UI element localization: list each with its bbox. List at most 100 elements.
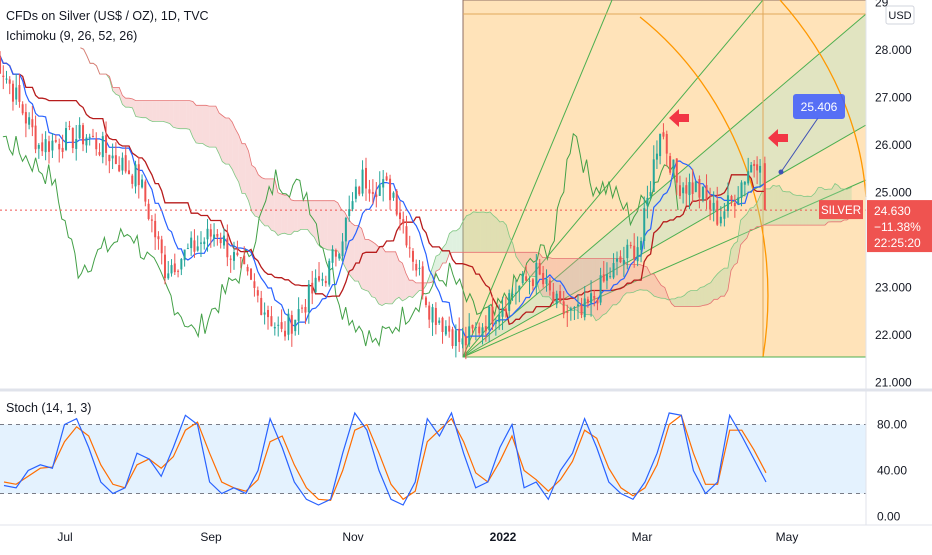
ichimoku-cloud-segment: [179, 100, 184, 129]
candle-body: [525, 276, 528, 281]
ichimoku-cloud-segment: [463, 215, 467, 253]
candle-body: [405, 226, 408, 246]
candle-body: [203, 241, 206, 245]
candle-body: [44, 139, 47, 153]
ichimoku-cloud-segment: [576, 258, 580, 313]
candle-body: [508, 293, 511, 311]
ichimoku-cloud-segment: [156, 100, 160, 122]
candle-body: [552, 291, 555, 302]
ichimoku-cloud-segment: [629, 264, 634, 293]
price-callout[interactable]: 25.406: [778, 94, 846, 175]
annotation-layer[interactable]: 25.406: [0, 94, 866, 211]
ichimoku-cloud-segment: [804, 196, 808, 226]
candle-body: [206, 228, 209, 240]
candle-body: [311, 282, 314, 294]
candle-body: [324, 280, 327, 284]
gann-arc[interactable]: [639, 16, 769, 358]
candle-body: [468, 326, 471, 345]
candle-body: [521, 273, 524, 284]
gann-fan-line[interactable]: [462, 0, 613, 358]
candle-body: [141, 179, 144, 188]
ichimoku-cloud-segment: [304, 200, 308, 230]
ichimoku-cloud-segment: [212, 106, 216, 148]
last-price-change: −11.38%: [874, 220, 921, 234]
candle-body: [464, 335, 467, 346]
ichimoku-cloud-segment: [228, 118, 233, 170]
candle-body: [659, 133, 662, 157]
candle-body: [382, 179, 385, 188]
ichimoku-cloud-segment: [532, 252, 537, 277]
ichimoku-cloud-segment: [281, 193, 285, 234]
stoch-d-line: [3, 414, 767, 502]
candle-body: [246, 266, 249, 272]
gann-fan-layer[interactable]: [462, 0, 867, 358]
ichimoku-legend[interactable]: Ichimoku (9, 26, 52, 26): [6, 29, 138, 43]
candle-body: [105, 135, 108, 153]
gann-fan-line[interactable]: [462, 179, 867, 358]
candle-body: [354, 186, 357, 199]
last-price-tag[interactable]: SILVER 24.630 −11.38% 22:25:20: [819, 200, 932, 253]
candle-body: [170, 265, 173, 274]
candle-body: [548, 280, 551, 291]
ichimoku-cloud-segment: [595, 258, 600, 321]
red-arrow-icon[interactable]: [768, 129, 788, 147]
ichimoku-cloud-segment: [480, 212, 484, 253]
candle-body: [216, 233, 219, 237]
candle-body: [41, 142, 44, 152]
price-tick-label: 25.000: [875, 186, 912, 200]
candle-body: [562, 301, 565, 315]
candle-body: [31, 119, 34, 128]
ichimoku-cloud-segment: [378, 246, 383, 306]
ichimoku-cloud-segment: [710, 277, 715, 303]
stoch-legend[interactable]: Stoch (14, 1, 3): [6, 401, 92, 415]
candle-body: [411, 250, 414, 262]
candle-body: [213, 234, 216, 239]
candle-body: [68, 125, 71, 127]
candle-body: [501, 307, 504, 317]
candle-body: [415, 263, 418, 271]
candle-body: [131, 175, 134, 184]
ichimoku-cloud-segment: [756, 195, 761, 227]
ichimoku-cloud-segment: [609, 258, 613, 310]
candle-body: [375, 194, 378, 198]
ichimoku-cloud-segment: [375, 243, 379, 304]
ichimoku-cloud-segment: [327, 200, 332, 251]
gann-arc[interactable]: [779, 0, 867, 198]
ichimoku-cloud-segment: [646, 266, 651, 293]
ichimoku-cloud-segment: [602, 258, 607, 316]
gann-fan-line[interactable]: [462, 124, 867, 358]
ichimoku-cloud-segment: [769, 185, 774, 226]
currency-badge[interactable]: USD: [885, 5, 915, 25]
red-arrow-icon[interactable]: [669, 109, 689, 127]
ichimoku-cloud-segment: [633, 264, 637, 293]
candle-body: [392, 192, 395, 198]
symbol-tag-box: [819, 200, 863, 220]
callout-anchor: [778, 169, 784, 175]
candle-body: [78, 124, 81, 139]
candle-body: [219, 239, 222, 244]
candle-body: [605, 274, 608, 281]
candle-body: [186, 248, 189, 250]
ichimoku-cloud-segment: [132, 98, 136, 117]
candle-body: [458, 328, 461, 343]
candle-body: [662, 132, 665, 137]
candle-body: [511, 293, 514, 296]
candle-body: [675, 158, 678, 183]
gann-fan-line[interactable]: [462, 13, 867, 358]
candle-body: [180, 258, 183, 270]
time-tick-label: Sep: [200, 530, 222, 544]
ichimoku-cloud-segment: [300, 200, 305, 230]
candle-body: [421, 266, 424, 296]
candle-body: [173, 263, 176, 273]
candle-body: [82, 125, 85, 145]
candle-body: [615, 258, 618, 262]
ichimoku-cloud-segment: [452, 230, 457, 253]
ichimoku-cloud-segment: [241, 143, 246, 194]
candle-body: [719, 216, 722, 224]
ichimoku-cloud-segment: [432, 256, 437, 282]
ichimoku-cloud-segment: [674, 297, 678, 307]
ichimoku-cloud-segment: [740, 217, 744, 245]
ichimoku-cloud-segment: [235, 128, 239, 183]
